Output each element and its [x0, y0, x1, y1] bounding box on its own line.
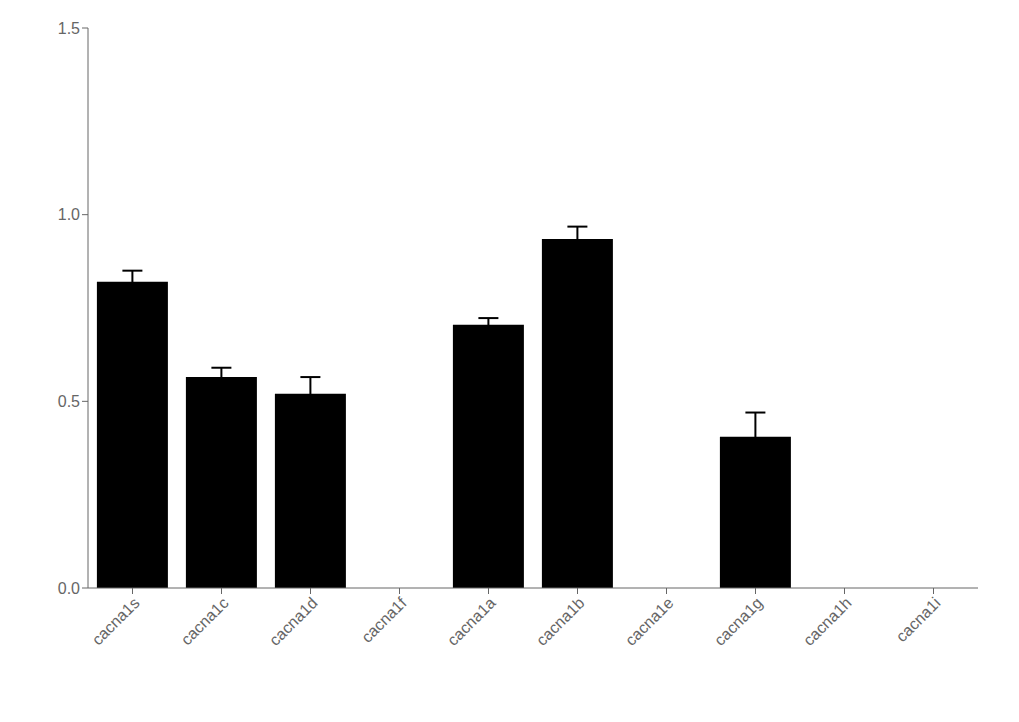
svg-text:cacna1d: cacna1d	[266, 594, 321, 649]
svg-text:cacna1g: cacna1g	[711, 594, 766, 649]
svg-text:cacna1s: cacna1s	[88, 594, 142, 648]
svg-text:cacna1c: cacna1c	[177, 594, 231, 648]
svg-text:cacna1b: cacna1b	[533, 594, 588, 649]
svg-text:cacna1e: cacna1e	[622, 594, 677, 649]
svg-text:0.0: 0.0	[58, 580, 80, 597]
svg-text:0.5: 0.5	[58, 393, 80, 410]
svg-text:1.5: 1.5	[58, 20, 80, 37]
svg-text:cacna1a: cacna1a	[444, 594, 499, 649]
svg-text:1.0: 1.0	[58, 206, 80, 223]
svg-text:cacna1i: cacna1i	[893, 594, 944, 645]
svg-text:cacna1f: cacna1f	[358, 594, 410, 646]
svg-text:cacna1h: cacna1h	[800, 594, 855, 649]
